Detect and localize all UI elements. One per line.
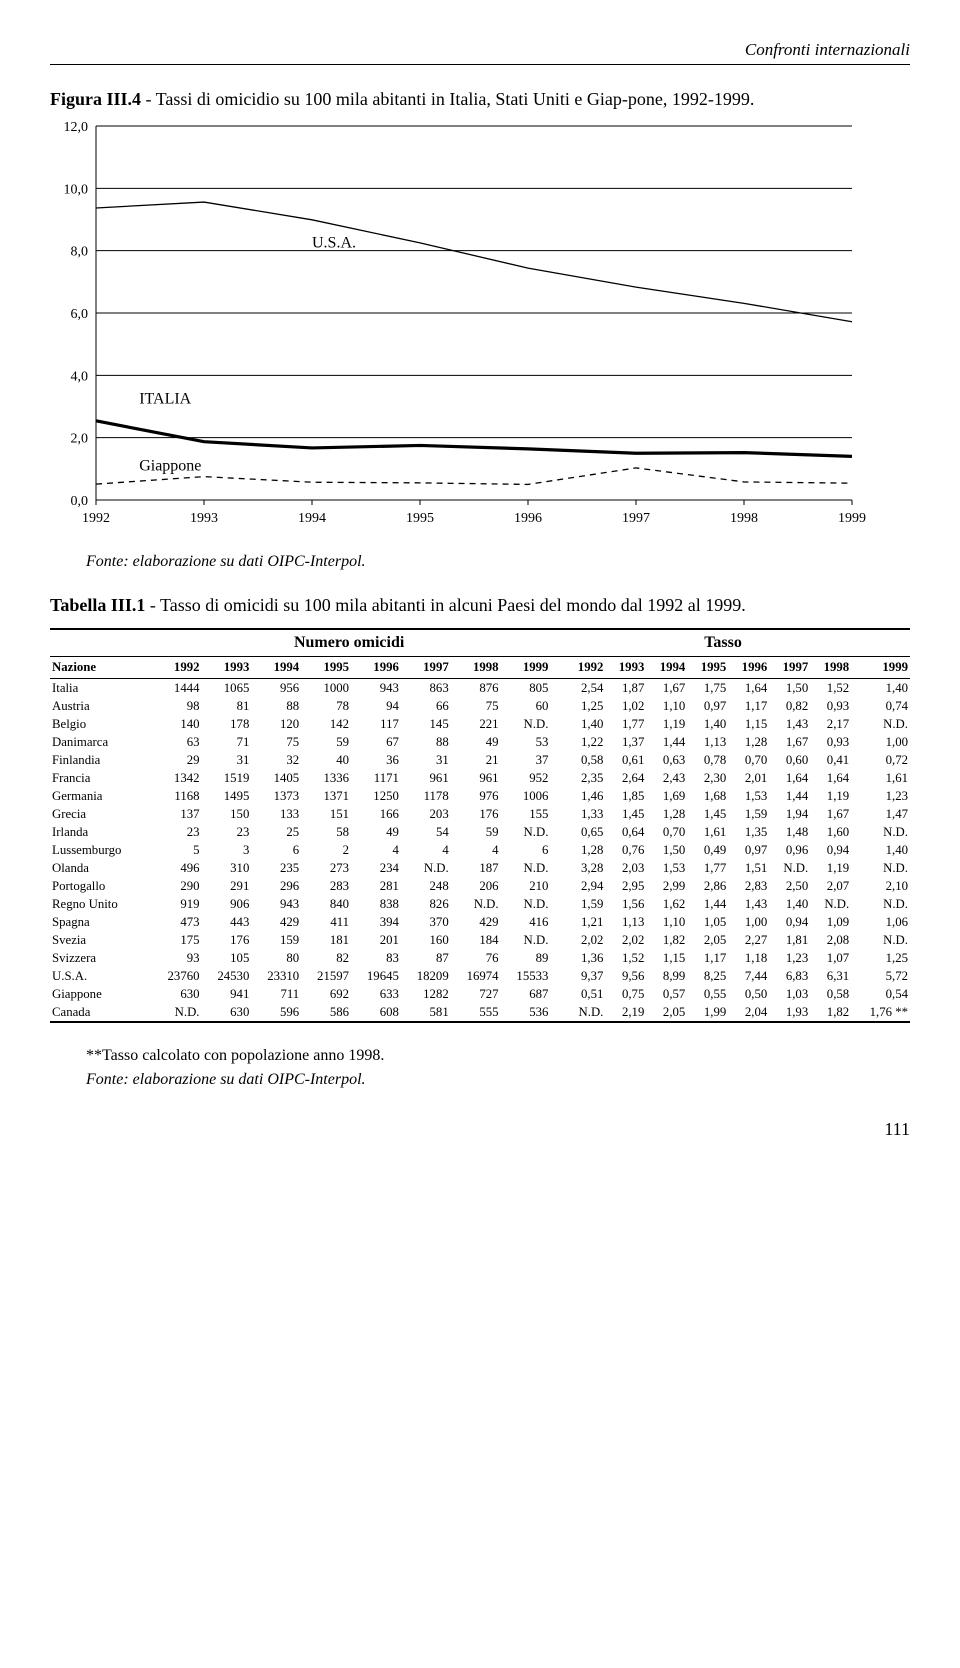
svg-text:10,0: 10,0: [64, 182, 89, 197]
table-row: Svezia175176159181201160184N.D.2,022,021…: [50, 931, 910, 949]
line-chart: 0,0 2,0 4,0 6,0 8,0 10,0 12,0 1992 1993 1994 1995 1…: [50, 116, 910, 541]
table-row: Lussemburgo536244461,280,761,500,490,970…: [50, 841, 910, 859]
col-header: 1994: [251, 657, 301, 679]
table-row: Spagna4734434294113943704294161,211,131,…: [50, 913, 910, 931]
table-row: Danimarca63717559678849531,221,371,441,1…: [50, 733, 910, 751]
svg-text:1995: 1995: [406, 511, 434, 526]
figure-label: Figura III.4: [50, 89, 141, 109]
col-header: 1993: [202, 657, 252, 679]
footnote: **Tasso calcolato con popolazione anno 1…: [86, 1047, 910, 1089]
col-header: 1998: [810, 657, 851, 679]
table-row: Regno Unito919906943840838826N.D.N.D.1,5…: [50, 895, 910, 913]
table-row: Olanda496310235273234N.D.187N.D.3,282,03…: [50, 859, 910, 877]
table-title: Tabella III.1 - Tasso di omicidi su 100 …: [50, 595, 910, 616]
table-row: U.S.A.2376024530233102159719645182091697…: [50, 967, 910, 985]
svg-text:ITALIA: ITALIA: [139, 390, 191, 407]
table-row: Italia1444106595610009438638768052,541,8…: [50, 679, 910, 698]
table-title-text: - Tasso di omicidi su 100 mila abitanti …: [145, 595, 745, 615]
svg-text:1997: 1997: [622, 511, 650, 526]
table-row: Svizzera931058082838776891,361,521,151,1…: [50, 949, 910, 967]
group-header-right: Tasso: [536, 634, 910, 652]
footnote-note: **Tasso calcolato con popolazione anno 1…: [86, 1047, 910, 1065]
col-header: 1997: [769, 657, 810, 679]
col-header: 1997: [401, 657, 451, 679]
figure-title: Figura III.4 - Tassi di omicidio su 100 …: [50, 89, 910, 110]
table-row: Irlanda23232558495459N.D.0,650,640,701,6…: [50, 823, 910, 841]
col-header: Nazione: [50, 657, 152, 679]
col-header: [550, 657, 564, 679]
col-header: 1999: [501, 657, 551, 679]
table-row: Austria98818878946675601,251,021,100,971…: [50, 697, 910, 715]
figure-title-text: - Tassi di omicidio su 100 mila abitanti…: [141, 89, 754, 109]
col-header: 1993: [605, 657, 646, 679]
svg-text:1992: 1992: [82, 511, 110, 526]
table-row: Germania11681495137313711250117897610061…: [50, 787, 910, 805]
table-label: Tabella III.1: [50, 595, 145, 615]
svg-text:1996: 1996: [514, 511, 542, 526]
svg-text:1993: 1993: [190, 511, 218, 526]
group-header-left: Numero omicidi: [162, 634, 536, 652]
table-row: Portogallo2902912962832812482062102,942,…: [50, 877, 910, 895]
svg-text:0,0: 0,0: [71, 494, 89, 509]
figure-caption: Fonte: elaborazione su dati OIPC-Interpo…: [86, 553, 910, 571]
svg-text:1998: 1998: [730, 511, 758, 526]
col-header: 1996: [351, 657, 401, 679]
col-header: 1995: [687, 657, 728, 679]
page-number: 111: [50, 1119, 910, 1140]
svg-text:4,0: 4,0: [71, 369, 89, 384]
section-header: Confronti internazionali: [50, 40, 910, 65]
svg-text:U.S.A.: U.S.A.: [312, 235, 356, 252]
col-header: 1998: [451, 657, 501, 679]
footnote-source: Fonte: elaborazione su dati OIPC-Interpo…: [86, 1071, 910, 1089]
svg-text:2,0: 2,0: [71, 432, 89, 447]
table-row: Giappone63094171169263312827276870,510,7…: [50, 985, 910, 1003]
svg-text:1999: 1999: [838, 511, 866, 526]
col-header: 1992: [564, 657, 605, 679]
table-group-header: Numero omicidi Tasso: [50, 628, 910, 657]
table-row: Belgio140178120142117145221N.D.1,401,771…: [50, 715, 910, 733]
svg-text:6,0: 6,0: [71, 307, 89, 322]
table-row: CanadaN.D.630596586608581555536N.D.2,192…: [50, 1003, 910, 1022]
table-row: Francia134215191405133611719619619522,35…: [50, 769, 910, 787]
svg-text:Giappone: Giappone: [139, 457, 201, 474]
col-header: 1994: [646, 657, 687, 679]
table-row: Grecia1371501331511662031761551,331,451,…: [50, 805, 910, 823]
svg-text:1994: 1994: [298, 511, 326, 526]
data-table: Nazione199219931994199519961997199819991…: [50, 657, 910, 1023]
table-row: Finlandia29313240363121370,580,610,630,7…: [50, 751, 910, 769]
col-header: 1995: [301, 657, 351, 679]
col-header: 1992: [152, 657, 202, 679]
col-header: 1999: [851, 657, 910, 679]
svg-text:8,0: 8,0: [71, 245, 89, 260]
col-header: 1996: [728, 657, 769, 679]
svg-text:12,0: 12,0: [64, 120, 89, 135]
